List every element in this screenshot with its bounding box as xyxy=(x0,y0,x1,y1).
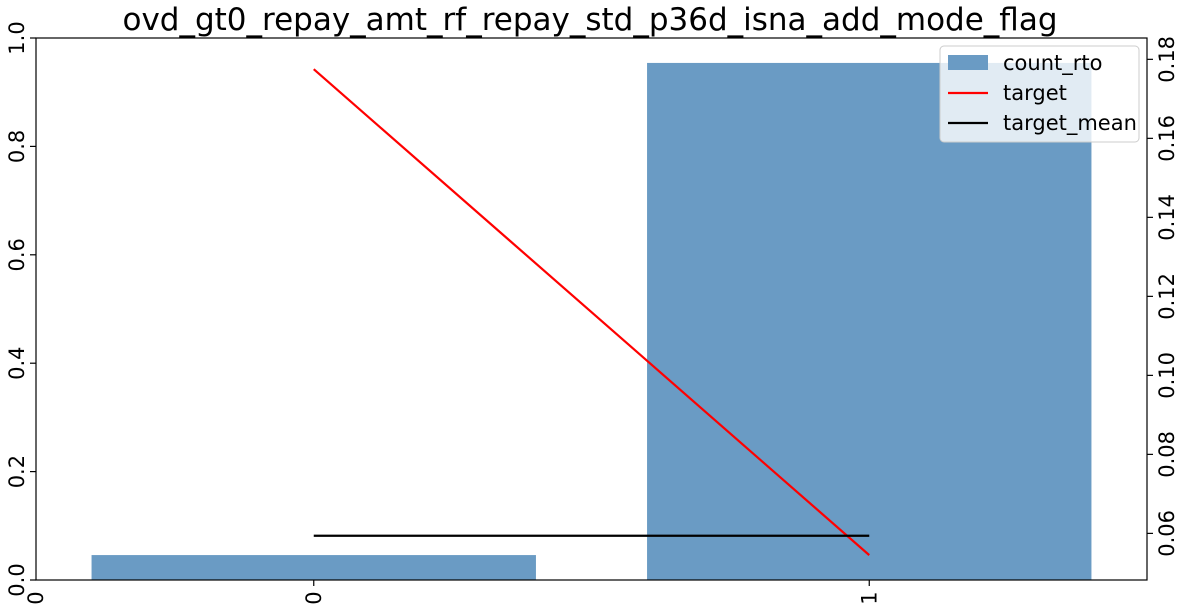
right-tick-label: 0.10 xyxy=(1155,352,1179,399)
right-tick-label: 0.06 xyxy=(1155,510,1179,557)
right-tick-label: 0.12 xyxy=(1155,273,1179,320)
x-tick-label: 1 xyxy=(857,591,881,604)
legend-label-target: target xyxy=(1003,81,1067,105)
chart-title: ovd_gt0_repay_amt_rf_repay_std_p36d_isna… xyxy=(122,2,1057,38)
legend-label-target_mean: target_mean xyxy=(1003,111,1137,136)
left-tick-label: 1.0 xyxy=(5,21,29,54)
legend-swatch-count_rto xyxy=(948,55,988,70)
legend-label-count_rto: count_rto xyxy=(1003,51,1102,76)
right-tick-label: 0.16 xyxy=(1155,115,1179,162)
legend-box xyxy=(939,45,1140,143)
bar-0 xyxy=(91,555,536,580)
series-lines xyxy=(313,68,870,556)
left-tick-label: 0.8 xyxy=(5,130,29,163)
x-tick-label: 0 xyxy=(302,591,326,604)
left-axis: 0.0 0.2 0.4 0.6 0.8 1.0 xyxy=(5,21,36,597)
right-axis: 0.06 0.08 0.10 0.12 0.14 0.16 0.18 xyxy=(1147,36,1179,557)
right-tick-label: 0.08 xyxy=(1155,431,1179,478)
left-tick-label: 0.2 xyxy=(5,455,29,488)
left-tick-label: 0.6 xyxy=(5,238,29,271)
x-tick-label: 0 xyxy=(24,591,48,604)
right-tick-label: 0.18 xyxy=(1155,36,1179,83)
plot-frame xyxy=(35,37,1148,581)
line-target xyxy=(313,68,870,556)
left-tick-label: 0.0 xyxy=(5,563,29,596)
x-axis: 0 0 1 xyxy=(24,580,881,605)
bar-1 xyxy=(647,62,1092,580)
left-tick-label: 0.4 xyxy=(5,346,29,379)
bars xyxy=(91,62,1092,580)
right-tick-label: 0.14 xyxy=(1155,194,1179,241)
